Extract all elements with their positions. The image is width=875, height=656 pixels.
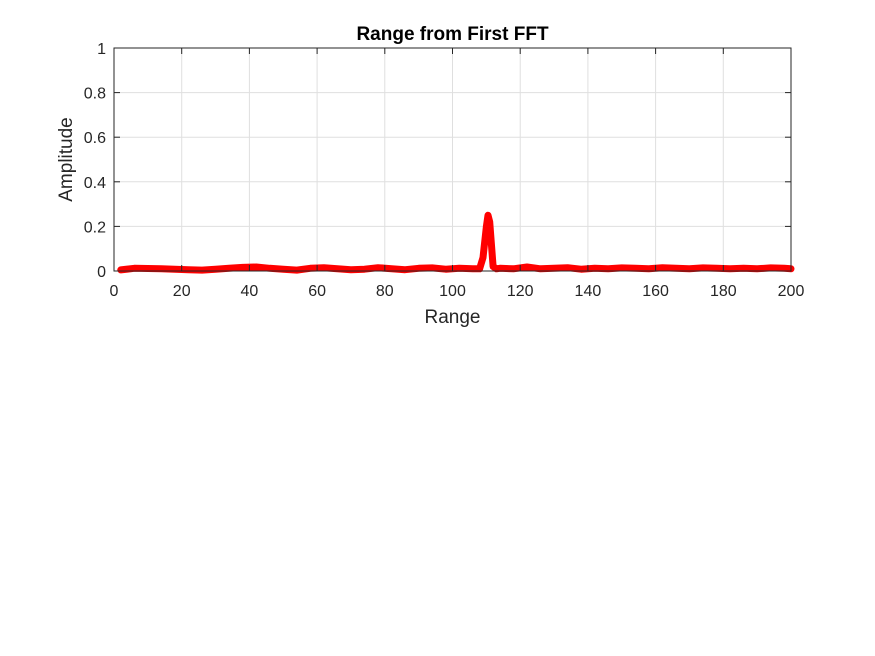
- x-tick-label: 120: [507, 283, 534, 300]
- x-tick-label: 80: [376, 283, 394, 300]
- x-tick-label: 60: [308, 283, 326, 300]
- chart-title: Range from First FFT: [356, 24, 549, 45]
- x-tick-label: 40: [241, 283, 259, 300]
- x-tick-label: 160: [642, 283, 669, 300]
- y-tick-label: 0.8: [84, 86, 106, 103]
- y-axis-label: Amplitude: [56, 117, 77, 202]
- x-tick-label: 140: [575, 283, 602, 300]
- y-tick-label: 0.4: [84, 175, 106, 192]
- y-tick-label: 1: [97, 41, 106, 58]
- x-tick-label: 20: [173, 283, 191, 300]
- axis-ticks: 0 20 40 60 80 100 120 140 160 180 200 0 0.2 0.4 0.6 0.8…: [84, 41, 805, 300]
- x-tick-label: 0: [110, 283, 119, 300]
- x-tick-label: 180: [710, 283, 737, 300]
- y-tick-label: 0.2: [84, 219, 106, 236]
- x-tick-label: 200: [778, 283, 805, 300]
- y-tick-label: 0: [97, 264, 106, 281]
- x-axis-label: Range: [425, 307, 481, 328]
- x-tick-label: 100: [439, 283, 466, 300]
- y-tick-label: 0.6: [84, 130, 106, 147]
